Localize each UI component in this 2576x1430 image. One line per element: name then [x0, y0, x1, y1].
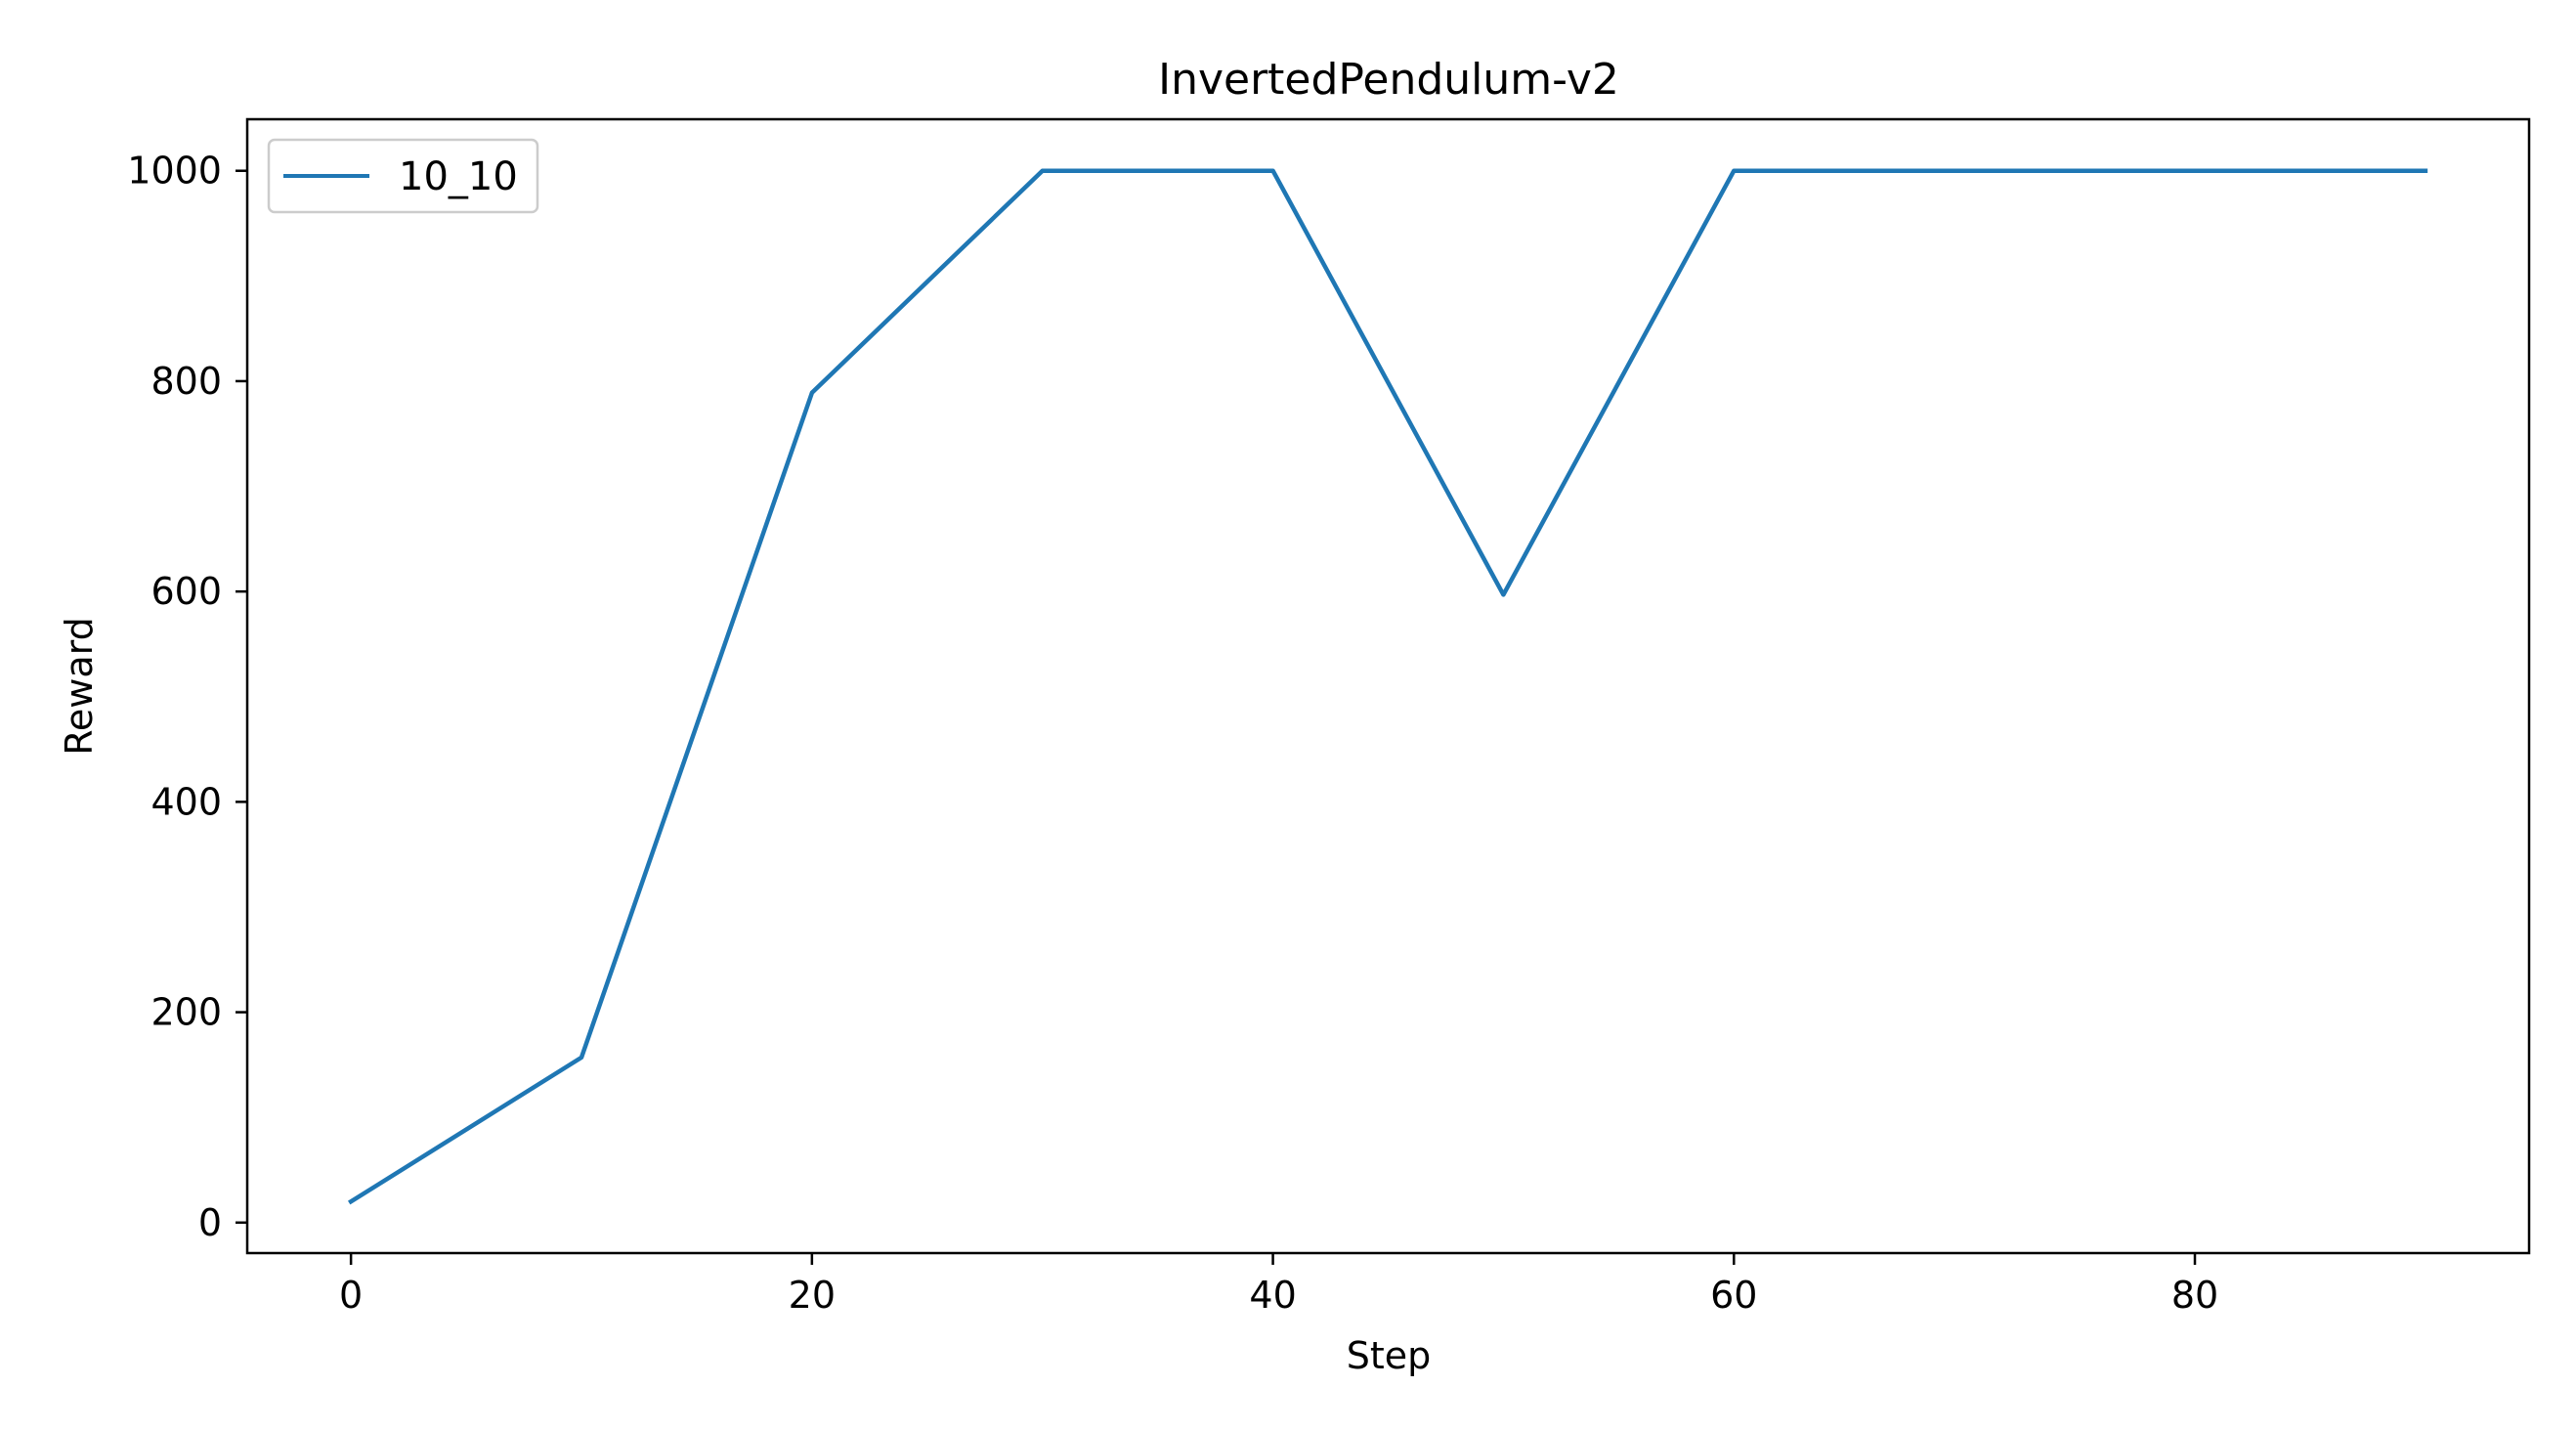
y-tick-label: 800 [150, 360, 222, 403]
plot-area-frame [245, 117, 2531, 1255]
x-axis-label: Step [1347, 1334, 1432, 1377]
legend: 10_10 [267, 138, 539, 214]
x-tick-label: 80 [2171, 1274, 2218, 1317]
y-tick-label: 1000 [127, 150, 222, 193]
x-tick-label: 60 [1710, 1274, 1757, 1317]
y-axis-ticks: 0 200 400 600 800 1000 [127, 150, 247, 1244]
x-tick-label: 20 [789, 1274, 836, 1317]
y-tick-label: 0 [198, 1201, 222, 1244]
y-tick-label: 200 [150, 991, 222, 1034]
series-line [347, 168, 2428, 1205]
y-tick-label: 600 [150, 570, 222, 613]
y-axis-label: Reward [58, 617, 101, 756]
x-tick-label: 40 [1249, 1274, 1296, 1317]
y-tick-label: 400 [150, 780, 222, 823]
legend-series-label: 10_10 [399, 154, 518, 199]
legend-box [267, 138, 539, 214]
x-axis-ticks: 0 20 40 60 80 [339, 1253, 2218, 1317]
x-tick-label: 0 [339, 1274, 363, 1317]
chart-title: InvertedPendulum-v2 [1158, 55, 1619, 105]
series-layer [347, 168, 2428, 1205]
